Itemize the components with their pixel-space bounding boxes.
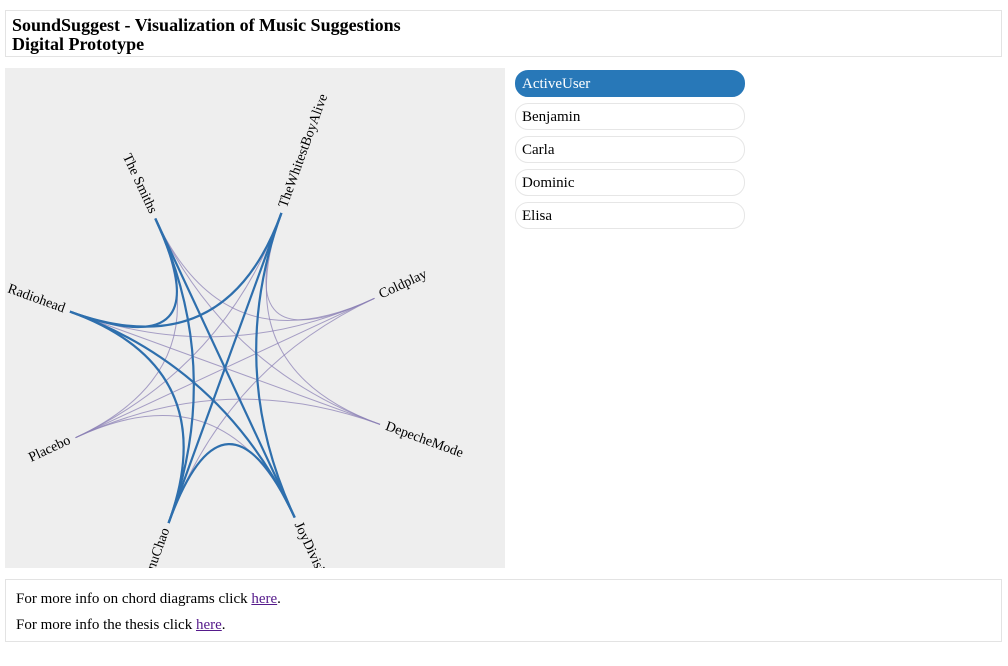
info-footer: For more info on chord diagrams click he… [5, 579, 1002, 642]
weak-chord-link [265, 212, 381, 425]
artist-label[interactable]: ManuChao [138, 526, 173, 568]
artist-label[interactable]: Coldplay [377, 267, 430, 302]
page-header: SoundSuggest - Visualization of Music Su… [5, 10, 1002, 57]
user-button-carla[interactable]: Carla [515, 136, 745, 163]
user-button-dominic[interactable]: Dominic [515, 169, 745, 196]
weak-chord-link [154, 218, 381, 425]
chord-diagram[interactable]: TheWhitestBoyAlive Coldplay DepecheMode Joy… [5, 68, 505, 568]
artist-label[interactable]: Placebo [27, 433, 74, 465]
artist-label[interactable]: JoyDivision [291, 520, 333, 568]
artist-label[interactable]: The Smiths [119, 152, 160, 216]
page-title: SoundSuggest - Visualization of Music Su… [12, 15, 401, 35]
user-button-activeuser[interactable]: ActiveUser [515, 70, 745, 97]
weak-chord-link [265, 212, 375, 321]
strong-chord-link [255, 212, 296, 518]
artist-label[interactable]: Radiohead [6, 282, 67, 317]
strong-chord-link [154, 218, 296, 518]
chord-info-period: . [277, 591, 281, 607]
artist-label[interactable]: DepecheMode [383, 419, 465, 461]
artist-label[interactable]: TheWhitestBoyAlive [276, 92, 331, 210]
user-button-benjamin[interactable]: Benjamin [515, 103, 745, 130]
thesis-info-link[interactable]: here [195, 617, 222, 633]
artist-labels-group: TheWhitestBoyAlive Coldplay DepecheMode Joy… [6, 92, 466, 568]
chord-diagram-svg[interactable]: TheWhitestBoyAlive Coldplay DepecheMode Joy… [5, 68, 505, 568]
thesis-info-line: For more info the thesis click here. [16, 616, 991, 634]
chord-info-text: For more info on chord diagrams click [16, 591, 252, 607]
thesis-info-text: For more info the thesis click [16, 617, 196, 633]
user-list: ActiveUser Benjamin Carla Dominic Elisa [515, 70, 745, 235]
chord-info-link[interactable]: here [251, 591, 278, 607]
page-subtitle: Digital Prototype [12, 34, 145, 54]
strong-chord-link [69, 218, 178, 329]
thesis-info-period: . [221, 617, 226, 633]
strong-chord-link [69, 310, 185, 524]
user-button-elisa[interactable]: Elisa [515, 202, 745, 229]
weak-chord-link [75, 398, 381, 439]
chord-info-line: For more info on chord diagrams click he… [16, 590, 991, 608]
strong-links-group [69, 212, 296, 524]
strong-chord-link [167, 443, 296, 524]
